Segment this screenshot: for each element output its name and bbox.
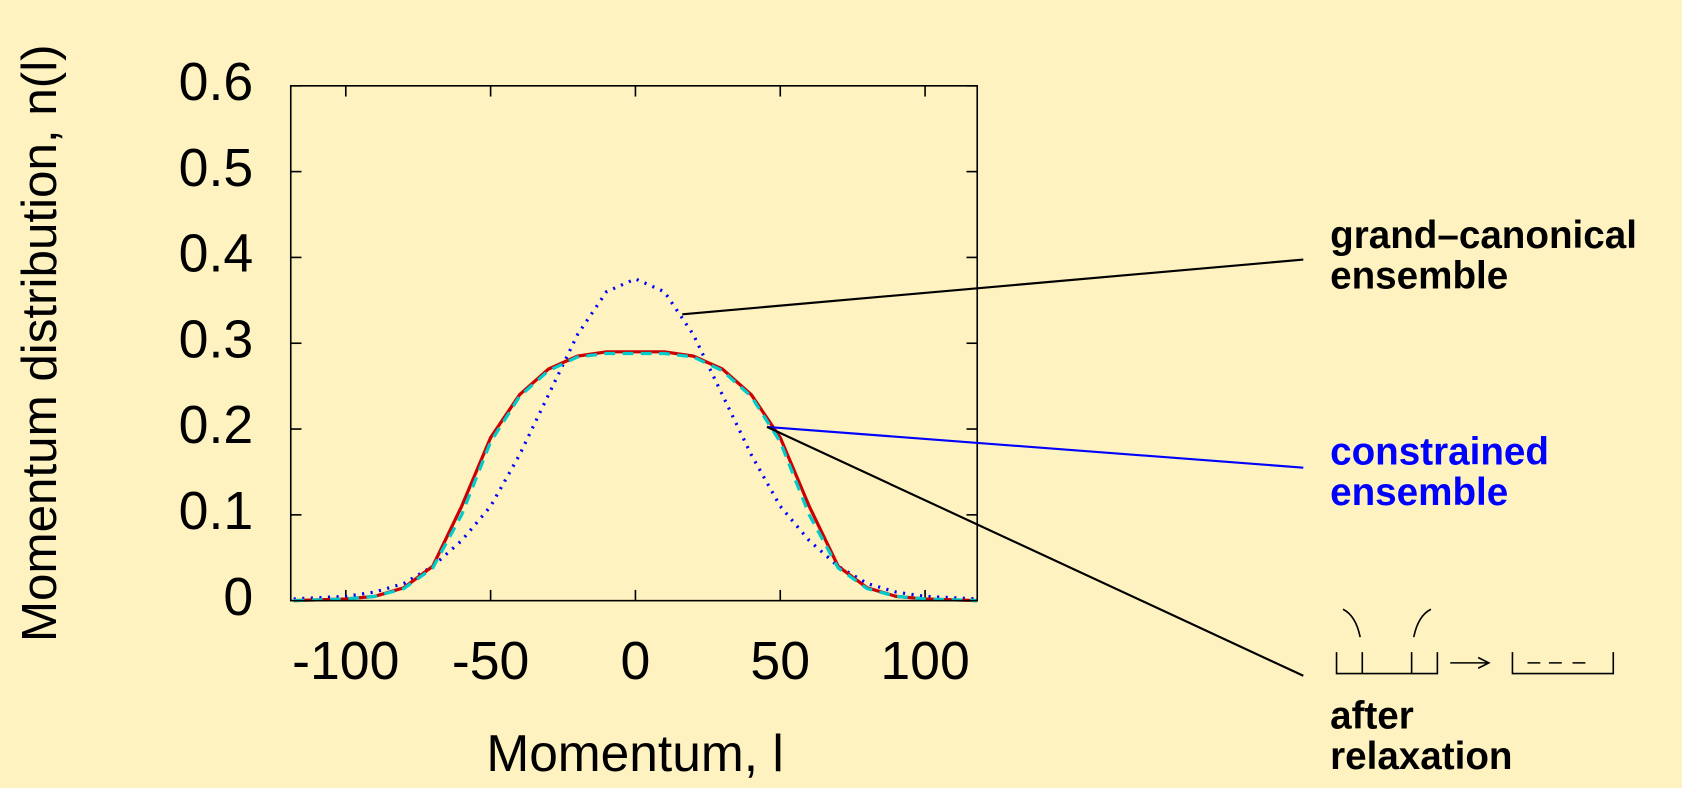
x-tick-label: 0: [621, 631, 651, 691]
legend-entry: constrained ensemble: [1330, 431, 1549, 514]
relaxation-icon: [1335, 608, 1615, 675]
leader-line: [766, 425, 1304, 677]
legend-label: grand–canonical ensemble: [1330, 214, 1637, 298]
y-tick-label: 0.1: [179, 481, 254, 541]
leader-line: [766, 425, 1304, 469]
y-axis-title: Momentum distribution, n(l): [12, 44, 67, 642]
legend-entry: after relaxation: [1330, 695, 1513, 778]
x-axis-title: Momentum, l: [486, 724, 783, 782]
y-tick-label: 0: [223, 567, 253, 627]
legend-entry: grand–canonical ensemble: [1330, 214, 1637, 298]
y-tick-label: 0.4: [179, 224, 254, 284]
x-tick-label: 50: [750, 631, 810, 691]
series-line: [293, 351, 978, 603]
y-tick-label: 0.2: [179, 395, 254, 455]
y-tick-label: 0.5: [179, 138, 254, 198]
leader-line: [682, 258, 1304, 316]
legend-label: after relaxation: [1330, 695, 1513, 778]
x-tick-label: -100: [292, 631, 399, 691]
y-tick-label: 0.6: [179, 52, 254, 112]
legend-label: constrained ensemble: [1330, 431, 1549, 514]
plot-frame: [289, 85, 979, 602]
x-tick-label: 100: [880, 631, 969, 691]
x-tick-label: -50: [452, 631, 530, 691]
y-tick-label: 0.3: [179, 309, 254, 369]
